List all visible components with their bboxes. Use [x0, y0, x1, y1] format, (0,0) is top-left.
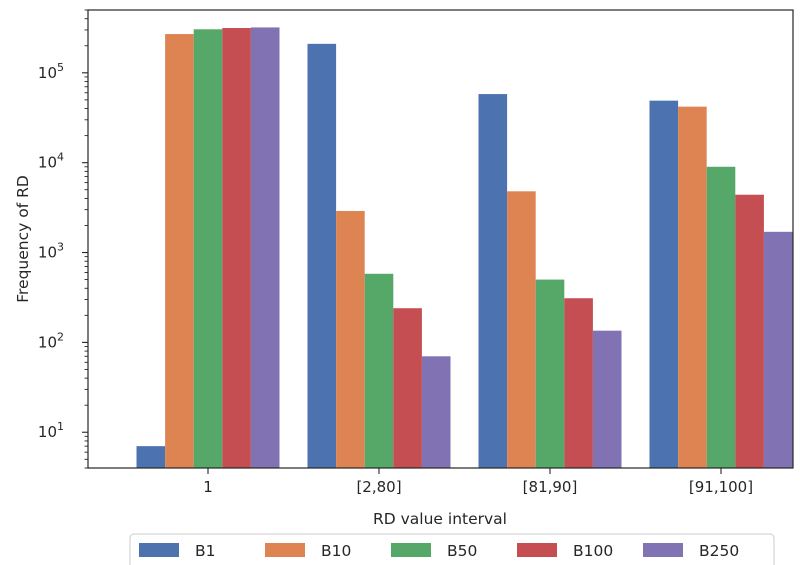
bar-b1-4 [649, 100, 679, 469]
legend-swatch-b100 [517, 543, 557, 557]
legend-frame [129, 533, 775, 565]
bar-b10-1 [165, 34, 194, 469]
x-tick-label: 1 [203, 478, 213, 496]
y-tick-label: 101 [38, 420, 64, 441]
bar-b50-2 [364, 273, 394, 468]
legend-swatch-b1 [139, 543, 179, 557]
bar-b250-3 [592, 330, 622, 468]
bar-b50-1 [193, 29, 223, 468]
x-axis-label: RD value interval [373, 510, 507, 528]
bars-layer [136, 27, 793, 469]
bar-b10-4 [678, 106, 707, 468]
bar-b100-2 [393, 308, 422, 468]
bar-b50-4 [706, 166, 736, 468]
bar-b100-3 [564, 298, 593, 468]
plot-frame [87, 9, 794, 469]
y-tick-label: 102 [38, 330, 64, 351]
bar-b10-3 [507, 191, 536, 468]
legend-swatch-b50 [391, 543, 431, 557]
y-tick-label: 105 [38, 61, 64, 82]
x-tick-label: [81,90] [523, 478, 578, 496]
y-axis-ticks: 101 102 103 104 105 [38, 9, 88, 469]
legend-swatch-b10 [265, 543, 305, 557]
bar-b50-3 [535, 279, 565, 468]
y-tick-label: 104 [38, 151, 64, 172]
bar-b250-4 [763, 231, 793, 468]
legend-swatch-b250 [643, 543, 683, 557]
bar-b1-2 [307, 43, 337, 468]
legend-label-b250: B250 [699, 542, 739, 560]
bar-b250-2 [421, 356, 451, 468]
bar-b1-1 [136, 446, 166, 468]
legend-label-b10: B10 [321, 542, 351, 560]
y-axis-label: Frequency of RD [14, 175, 32, 303]
x-tick-label: [91,100] [689, 478, 753, 496]
x-axis-ticks: 1 [2,80] [81,90] [91,100] [203, 468, 753, 496]
legend: B1 B10 B50 B100 B250 [129, 533, 775, 565]
bar-b250-1 [250, 27, 280, 468]
bar-b1-3 [478, 94, 508, 468]
legend-label-b50: B50 [447, 542, 477, 560]
y-tick-label: 103 [38, 241, 64, 262]
bar-b10-2 [336, 210, 365, 468]
bar-b100-1 [222, 28, 251, 469]
legend-label-b1: B1 [195, 542, 216, 560]
legend-label-b100: B100 [573, 542, 613, 560]
bar-b100-4 [735, 194, 764, 468]
x-tick-label: [2,80] [356, 478, 401, 496]
